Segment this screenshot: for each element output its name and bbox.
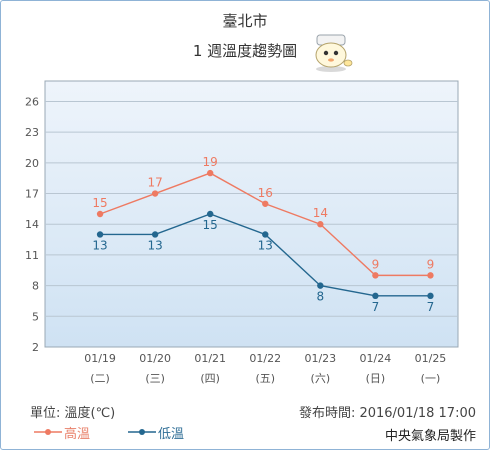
maker-credit: 中央氣象局製作 [384, 429, 476, 444]
x-tick-label: 01/24 [360, 352, 392, 365]
data-label-high: 19 [203, 155, 218, 169]
x-tick-label: 01/25 [415, 352, 447, 365]
y-tick-label: 5 [32, 310, 39, 323]
city-title: 臺北市 [222, 12, 268, 30]
y-tick-label: 20 [25, 157, 39, 170]
x-tick-weekday: (四) [200, 372, 220, 385]
data-point-high [151, 190, 159, 197]
data-point-low [151, 231, 159, 238]
data-point-low [262, 231, 269, 238]
x-tick-label: 01/19 [84, 352, 116, 365]
data-label-high: 14 [313, 206, 328, 220]
x-axis: 01/19 (二) 01/20 (三) 01/21 (四) 01/22 (五) 01/23 (六)… [84, 352, 446, 385]
chart-subtitle: 1 週溫度趨勢圖 [192, 42, 298, 60]
x-tick-label: 01/21 [194, 352, 226, 365]
data-point-low [96, 231, 104, 238]
legend-high-label: 高溫 [64, 426, 91, 442]
data-label-low: 7 [427, 300, 435, 314]
data-label-low: 15 [203, 218, 218, 232]
y-tick-label: 2 [32, 341, 39, 354]
data-point-high [427, 272, 434, 279]
data-label-high: 16 [258, 186, 273, 200]
x-tick-label: 01/23 [304, 352, 336, 365]
y-tick-label: 14 [25, 218, 39, 231]
data-point-high [96, 210, 104, 218]
y-tick-label: 17 [25, 188, 39, 201]
data-point-low [372, 292, 379, 300]
data-point-high [207, 169, 214, 177]
y-tick-label: 11 [25, 249, 39, 262]
legend-low-label: 低溫 [158, 426, 185, 442]
data-label-low: 13 [92, 238, 107, 252]
mascot-icon [315, 34, 353, 72]
legend-low-swatch [128, 429, 156, 435]
x-tick-weekday: (五) [255, 372, 275, 385]
data-point-high [317, 221, 324, 228]
x-tick-label: 01/22 [249, 352, 281, 365]
legend-item-high[interactable]: 高溫 [34, 423, 91, 442]
x-tick-label: 01/20 [139, 352, 171, 365]
plot-area [44, 80, 459, 348]
series-layer: 15 17 19 16 14 9 9 13 13 15 13 8 7 7 [92, 155, 434, 314]
y-axis: 2 5 8 11 14 17 20 23 26 [25, 95, 39, 354]
data-label-low: 7 [372, 300, 380, 314]
legend-high-swatch [34, 429, 62, 435]
data-label-low: 13 [147, 238, 162, 252]
data-label-low: 8 [317, 290, 325, 304]
data-label-low: 13 [258, 238, 273, 252]
x-tick-weekday: (日) [366, 372, 386, 385]
data-point-high [372, 272, 379, 279]
legend-item-low[interactable]: 低溫 [128, 423, 185, 442]
x-tick-weekday: (三) [145, 372, 165, 385]
y-tick-label: 26 [25, 95, 39, 108]
x-tick-weekday: (六) [311, 372, 331, 385]
data-point-low [427, 292, 434, 300]
data-label-high: 9 [427, 257, 435, 271]
publish-time: 發布時間: 2016/01/18 17:00 [298, 406, 476, 421]
y-tick-label: 23 [25, 126, 39, 139]
grid-lines [45, 100, 458, 317]
x-tick-weekday: (二) [90, 372, 110, 385]
data-label-high: 17 [147, 176, 162, 190]
y-tick-label: 8 [32, 280, 39, 293]
data-point-low [317, 282, 324, 289]
unit-label: 單位: 溫度(℃) [30, 406, 116, 421]
data-label-high: 9 [372, 257, 380, 271]
data-point-high [262, 200, 269, 207]
data-point-low [207, 210, 214, 218]
x-tick-weekday: (一) [421, 372, 441, 385]
data-label-high: 15 [92, 196, 107, 210]
